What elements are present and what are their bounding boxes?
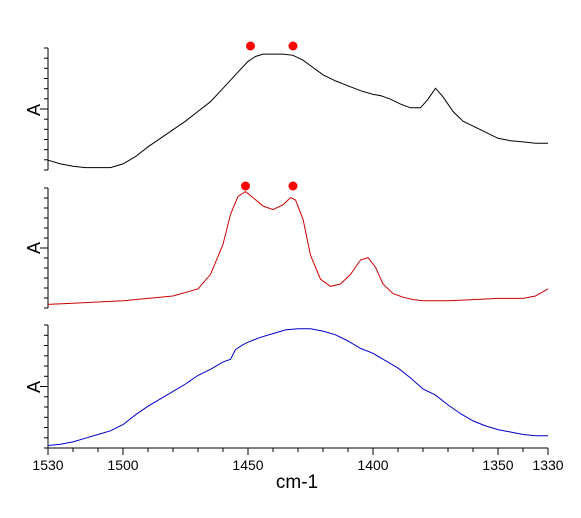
x-tick-label: 1400	[357, 457, 388, 473]
x-axis-title: cm-1	[276, 472, 318, 493]
x-axis-ticks: 1530 1500 1450 1400 1350 1330	[32, 448, 564, 473]
panel-2-y-ticks	[40, 187, 48, 309]
x-tick-label: 1350	[482, 457, 513, 473]
panel-2-ylabel: A	[24, 242, 44, 254]
panel-2-spectrum-line	[47, 190, 549, 305]
panel-1: A	[24, 41, 548, 171]
x-tick-label: 1530	[32, 457, 63, 473]
panel-3: A	[24, 324, 548, 449]
panel-3-ylabel: A	[24, 381, 44, 393]
panel-3-y-ticks	[40, 324, 48, 449]
peak-marker	[288, 181, 298, 191]
x-tick-label: 1500	[107, 457, 138, 473]
x-tick-label: 1330	[532, 457, 563, 473]
panel-1-y-ticks	[40, 47, 48, 171]
peak-marker	[241, 181, 250, 191]
panel-2-peak-markers	[241, 181, 298, 191]
panel-1-ylabel: A	[24, 104, 44, 116]
x-axis: 1530 1500 1450 1400 1350 1330 cm-1	[32, 447, 564, 493]
panel-3-spectrum-line	[47, 328, 548, 446]
panel-1-spectrum-line	[47, 53, 548, 169]
peak-marker	[246, 41, 255, 51]
panel-1-peak-markers	[246, 41, 298, 51]
panel-2: A	[24, 181, 549, 309]
x-tick-label: 1450	[232, 457, 263, 473]
peak-marker	[288, 41, 298, 51]
